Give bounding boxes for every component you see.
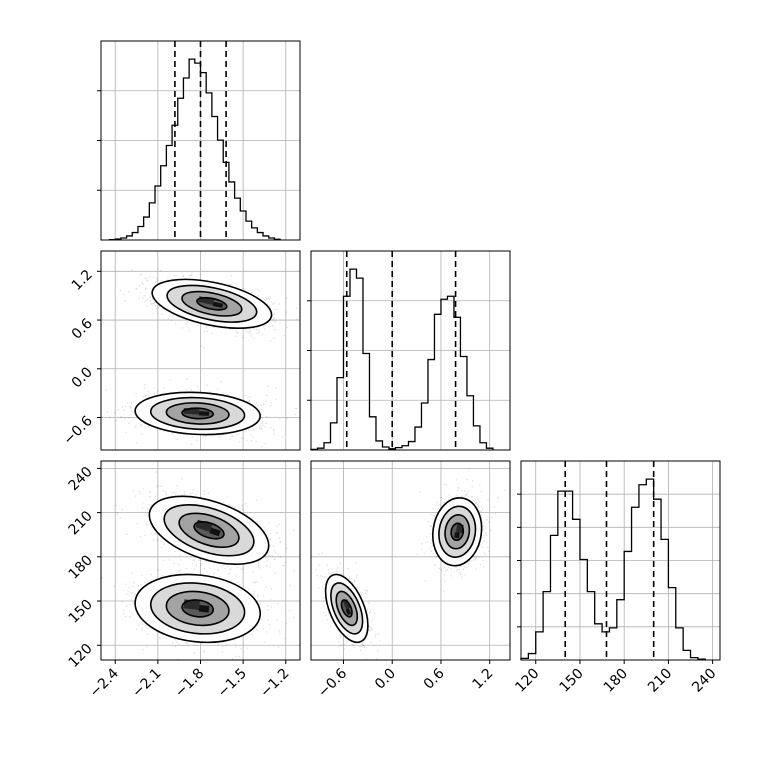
contour-line: [196, 296, 228, 311]
contour-line: [165, 402, 230, 425]
panel-frame: [100, 40, 301, 241]
histogram-panel-2: [307, 250, 511, 451]
panel-frame: [310, 460, 511, 661]
contour-set: [432, 497, 483, 567]
contour-set: [324, 573, 369, 644]
contour-set: [134, 573, 262, 644]
density-core: [209, 527, 221, 537]
density-core: [345, 608, 352, 615]
contour-line: [178, 512, 240, 549]
density-core: [198, 411, 210, 416]
contour-line: [432, 497, 483, 567]
contour-set: [151, 278, 273, 329]
contour-line: [181, 599, 215, 618]
histogram-step: [520, 478, 706, 660]
contour-line: [444, 514, 471, 550]
contour-line: [149, 582, 246, 635]
contour-line: [335, 590, 359, 627]
contour-line: [193, 521, 225, 540]
contour-line: [181, 290, 243, 317]
contour-line: [134, 391, 262, 436]
panel-content: [101, 471, 295, 660]
contour-line: [151, 278, 273, 329]
contour-line: [438, 505, 477, 558]
contour-line: [134, 573, 262, 644]
panel-content: [315, 469, 506, 660]
contour-set: [148, 495, 270, 565]
histogram-step: [108, 58, 281, 241]
density-core: [198, 604, 210, 613]
density-core: [342, 599, 351, 610]
contour-line: [163, 504, 255, 557]
density-core: [212, 301, 224, 308]
contour-line: [148, 495, 270, 565]
contour-line: [149, 396, 246, 431]
contour-line: [340, 599, 353, 618]
contour-line: [450, 522, 465, 542]
panel-frame: [100, 250, 301, 451]
panel-content: [105, 268, 298, 448]
contour-line: [165, 590, 230, 627]
histogram-panel-1: [97, 40, 301, 241]
contour-line: [324, 573, 369, 644]
panel-frame: [520, 460, 721, 661]
histogram-step: [310, 268, 494, 451]
density-core: [454, 532, 460, 539]
contour-line: [181, 407, 215, 420]
contour-line: [166, 284, 258, 323]
panel-frame: [310, 250, 511, 451]
contour-set: [134, 391, 262, 436]
density-panel-3: −0.6 0.0 0.6 1.2: [310, 460, 511, 701]
